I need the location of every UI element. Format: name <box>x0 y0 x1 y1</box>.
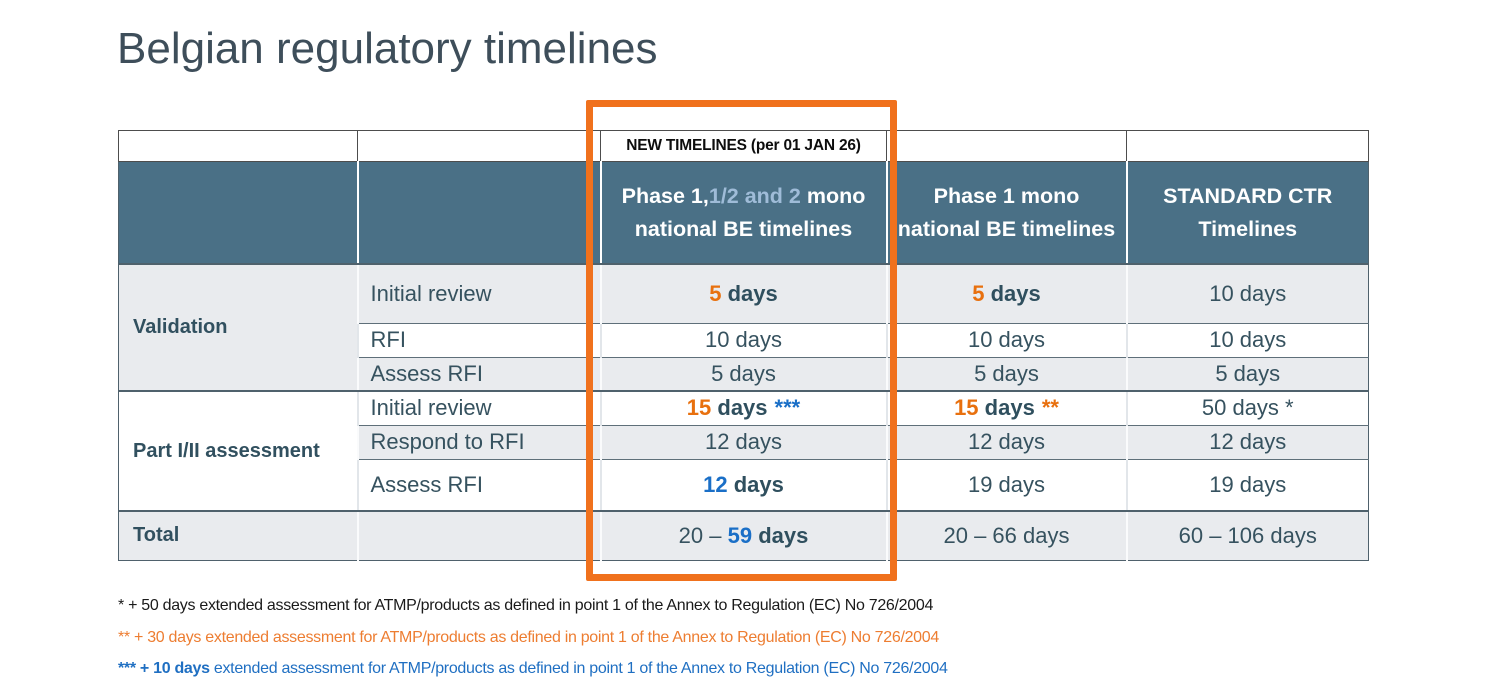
banner-empty-cell <box>118 130 358 162</box>
cell-part-initial-mono: 15 days ** <box>885 391 1127 426</box>
header-phase12-prefix: Phase 1, <box>621 184 709 209</box>
footnote-triple-star-text: extended assessment for ATMP/products as… <box>209 660 948 677</box>
cell-validation-assess-mono: 5 days <box>885 357 1127 392</box>
footnote-marker-orange: ** <box>1041 395 1059 421</box>
value-number: 59 <box>727 522 753 548</box>
column-header-phase12: Phase 1,1/2 and 2 mono national BE timel… <box>599 161 887 265</box>
step-validation-initial-review: Initial review <box>356 264 601 324</box>
column-header-standard-ctr: STANDARD CTR Timelines <box>1125 161 1369 265</box>
cell-part-respond-mono: 12 days <box>885 425 1127 460</box>
column-header-phase1-mono: Phase 1 mono national BE timelines <box>885 161 1127 265</box>
cell-part-assess-new12: 12 days <box>599 459 887 512</box>
value-number: 5 <box>709 280 722 306</box>
section-label-total: Total <box>118 511 358 560</box>
section-label-part-i-ii: Part I/II assessment <box>118 391 358 512</box>
value-number: 15 <box>686 395 712 421</box>
cell-part-initial-new12: 15 days *** <box>599 391 887 426</box>
cell-validation-initial-mono: 5 days <box>885 264 1127 324</box>
footnote-marker-blue: *** <box>774 395 801 421</box>
banner-empty-cell <box>1126 130 1369 162</box>
footnote-triple-star-prefix: *** + 10 days <box>118 660 210 677</box>
step-part-initial-review: Initial review <box>356 391 601 426</box>
header-empty-step-cell <box>356 161 601 265</box>
step-validation-assess-rfi: Assess RFI <box>356 357 601 392</box>
header-phase12-suffix: mono national BE timelines <box>634 184 866 241</box>
new-timelines-banner: NEW TIMELINES (per 01 JAN 26) <box>600 130 887 162</box>
header-phase12-highlight: 1/2 and 2 <box>708 184 801 209</box>
value-unit: days <box>978 395 1035 421</box>
cell-part-assess-ctr: 19 days <box>1125 459 1369 512</box>
table-row: Assess RFI 12 days 19 days 19 days <box>119 459 1369 512</box>
banner-empty-cell <box>357 130 601 162</box>
page-title: Belgian regulatory timelines <box>117 24 658 73</box>
cell-validation-rfi-mono: 10 days <box>885 323 1127 358</box>
cell-validation-rfi-new12: 10 days <box>599 323 887 358</box>
header-empty-section-cell <box>118 161 358 265</box>
value-prefix: 20 – <box>678 522 728 548</box>
cell-part-respond-ctr: 12 days <box>1125 425 1369 460</box>
cell-validation-initial-new12: 5 days <box>599 264 887 324</box>
footnote-star: * + 50 days extended assessment for ATMP… <box>118 597 934 614</box>
step-part-assess-rfi: Assess RFI <box>356 459 601 512</box>
table-row: Validation Initial review 5 days 5 days … <box>118 264 1369 392</box>
value-number: 5 <box>972 280 985 306</box>
cell-part-assess-mono: 19 days <box>885 459 1127 512</box>
cell-total-mono: 20 – 66 days <box>885 511 1127 560</box>
value-unit: days <box>727 471 784 497</box>
cell-validation-assess-new12: 5 days <box>599 357 887 392</box>
total-empty-cell <box>356 511 601 560</box>
value-unit: days <box>984 280 1041 306</box>
cell-validation-initial-ctr: 10 days <box>1125 264 1369 324</box>
cell-validation-rfi-ctr: 10 days <box>1125 323 1369 358</box>
cell-part-initial-ctr: 50 days * <box>1125 391 1369 426</box>
footnote-double-star: ** + 30 days extended assessment for ATM… <box>118 629 939 646</box>
value-unit: days <box>711 395 768 421</box>
banner-row: NEW TIMELINES (per 01 JAN 26) <box>118 130 1369 162</box>
banner-empty-cell <box>886 130 1127 162</box>
header-row: Phase 1,1/2 and 2 mono national BE timel… <box>118 161 1369 265</box>
table-row: Part I/II assessment Initial review 15 d… <box>118 391 1369 512</box>
cell-total-new12: 20 – 59 days <box>599 511 887 560</box>
cell-total-ctr: 60 – 106 days <box>1125 511 1369 560</box>
cell-part-respond-new12: 12 days <box>599 425 887 460</box>
cell-validation-assess-ctr: 5 days <box>1125 357 1369 392</box>
timelines-table: NEW TIMELINES (per 01 JAN 26) Phase 1,1/… <box>118 130 1369 561</box>
step-part-respond-rfi: Respond to RFI <box>356 425 601 460</box>
value-number: 15 <box>954 395 979 421</box>
table-row: Respond to RFI 12 days 12 days 12 days <box>119 425 1369 460</box>
step-validation-rfi: RFI <box>356 323 601 358</box>
section-label-validation: Validation <box>118 264 358 392</box>
footnote-triple-star: *** + 10 days extended assessment for AT… <box>118 660 948 678</box>
table-row: Assess RFI 5 days 5 days 5 days <box>119 357 1369 392</box>
value-unit: days <box>752 522 809 548</box>
value-unit: days <box>721 280 778 306</box>
value-number: 12 <box>703 471 728 497</box>
total-row: Total 20 – 59 days 20 – 66 days 60 – 106… <box>118 511 1369 560</box>
table-row: RFI 10 days 10 days 10 days <box>119 323 1369 358</box>
